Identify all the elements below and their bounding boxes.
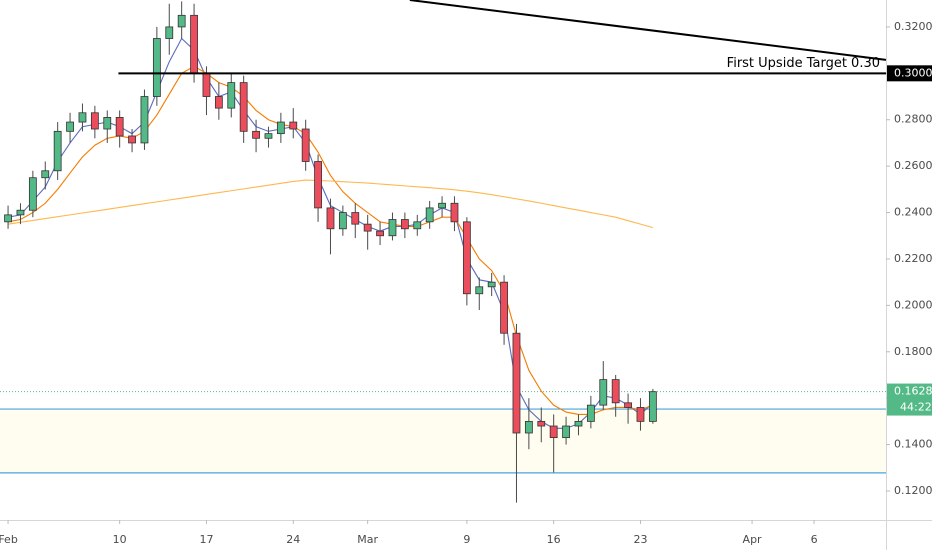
x-tick-label: 24: [286, 533, 300, 546]
candle-body: [78, 112, 87, 123]
x-tick-label: Apr: [743, 533, 763, 546]
candle-body: [438, 202, 446, 209]
support-zone: [0, 409, 886, 473]
candle-body: [301, 128, 310, 162]
last-price-label: 0.16285: [894, 385, 932, 398]
y-tick-label: 0.32000: [894, 20, 932, 33]
trendline: [409, 0, 887, 61]
candle-body: [599, 379, 608, 406]
candle-body: [586, 404, 595, 422]
candle-body: [252, 130, 260, 139]
candle-body: [549, 425, 558, 439]
annotation: First Upside Target 0.30: [727, 56, 880, 71]
x-tick-label: 16: [547, 533, 561, 546]
candle-body: [624, 402, 632, 408]
candle-body: [326, 207, 335, 230]
candle-body: [524, 420, 533, 434]
candle-body: [227, 82, 236, 109]
candle-body: [289, 121, 298, 130]
candle-body: [115, 117, 124, 137]
candle-body: [152, 38, 161, 97]
candle-body: [66, 121, 74, 132]
candle-body: [16, 209, 25, 216]
candle-body: [450, 202, 459, 223]
candle-body: [413, 221, 422, 230]
candle-body: [537, 420, 546, 427]
x-tick-label: Feb: [0, 533, 18, 546]
x-tick-label: 6: [811, 533, 818, 546]
candle-body: [512, 332, 521, 434]
candle-body: [128, 135, 136, 144]
candle-body: [90, 112, 99, 130]
x-tick-label: 9: [463, 533, 470, 546]
candle-body: [425, 207, 434, 223]
candle-body: [338, 212, 347, 230]
candle-body: [400, 219, 409, 230]
candle-body: [314, 161, 322, 209]
candle-body: [165, 26, 174, 39]
last-price-tag: [887, 383, 932, 416]
candle-body: [28, 177, 37, 211]
candle-body: [190, 14, 198, 74]
candle-body: [574, 420, 583, 427]
candle-body: [53, 130, 62, 172]
target-price-tag: [887, 65, 932, 82]
candle-body: [475, 286, 484, 295]
candle-body: [562, 425, 570, 439]
candle-body: [611, 379, 620, 404]
candle-body: [264, 133, 273, 139]
candle-body: [4, 214, 12, 223]
candle-body: [363, 223, 372, 232]
x-tick-label: 17: [199, 533, 213, 546]
candle-body: [177, 14, 186, 28]
candle-body: [103, 117, 112, 130]
x-tick-label: Mar: [357, 533, 378, 546]
candle-body: [276, 121, 285, 135]
candle-body: [636, 407, 645, 422]
moving-average-line: [7, 65, 654, 415]
moving-average-line: [7, 179, 654, 229]
candle-body: [351, 212, 360, 225]
candle-body: [487, 281, 496, 288]
candle-body: [388, 219, 397, 237]
countdown-label: 44:22: [900, 401, 932, 414]
candle-body: [202, 72, 211, 97]
candle-body: [376, 230, 384, 237]
candle-body: [648, 391, 657, 422]
candle-body: [239, 82, 248, 132]
candle-body: [41, 170, 50, 179]
candle-body: [462, 221, 471, 295]
x-tick-label: 23: [633, 533, 647, 546]
plot-area: [0, 0, 887, 503]
x-tick-label: 10: [113, 533, 127, 546]
candle-body: [500, 281, 508, 334]
candle-body: [214, 96, 223, 109]
candle-body: [140, 96, 149, 144]
